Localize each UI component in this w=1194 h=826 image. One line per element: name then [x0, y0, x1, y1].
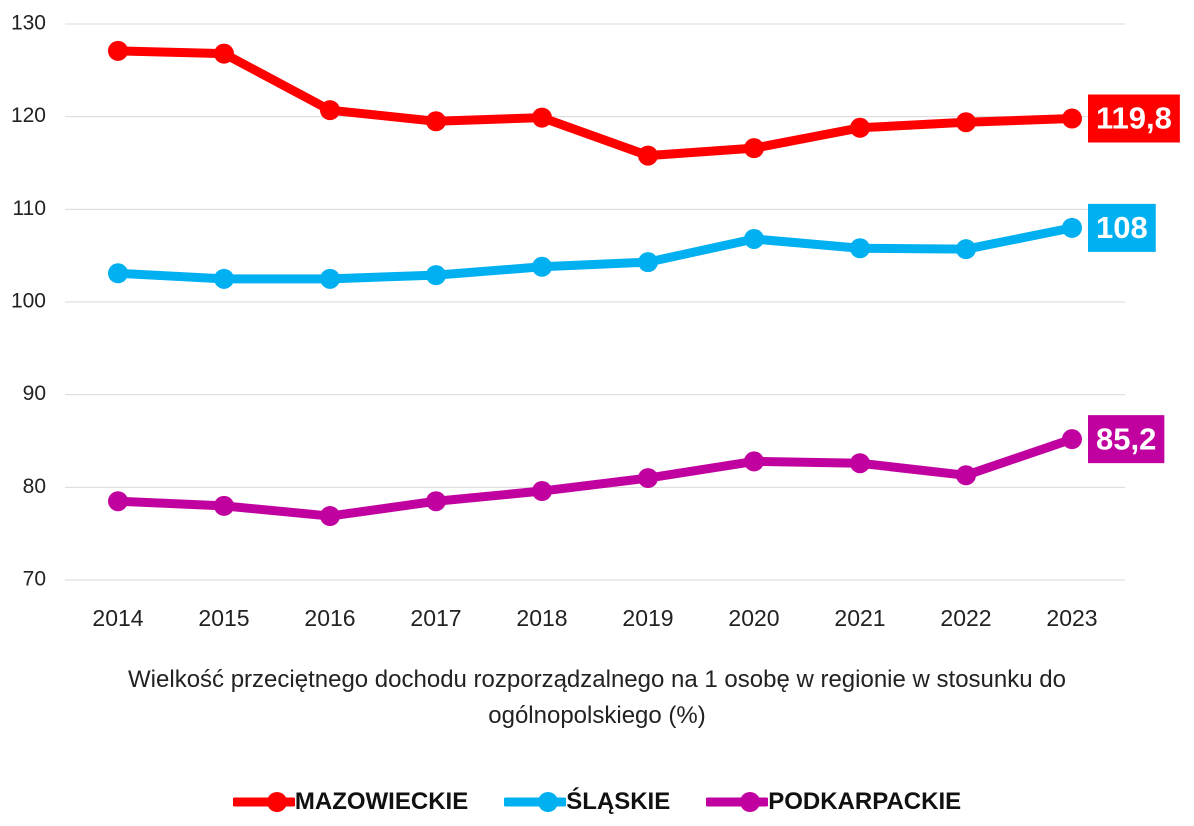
x-tick-label: 2015: [198, 605, 249, 631]
x-tick-label: 2014: [92, 605, 143, 631]
data-label-box: [1088, 415, 1165, 464]
marker: [744, 138, 764, 159]
y-tick-label: 90: [23, 382, 46, 405]
marker: [956, 465, 976, 486]
y-tick-label: 80: [23, 475, 46, 498]
y-tick-label: 70: [23, 568, 46, 591]
y-tick-label: 110: [13, 197, 46, 220]
data-label-box: [1088, 94, 1180, 143]
x-tick-label: 2019: [622, 605, 673, 631]
marker: [214, 495, 234, 516]
data-label-text: 85,2: [1096, 421, 1156, 456]
y-tick-label: 120: [11, 104, 46, 127]
marker: [638, 468, 658, 489]
data-label: 119,8: [1088, 94, 1180, 143]
legend-swatch: [706, 792, 769, 812]
marker: [850, 453, 870, 474]
legend-swatch: [504, 792, 567, 812]
series-line: [117, 46, 1073, 161]
marker: [850, 238, 870, 259]
x-tick-label: 2022: [940, 605, 991, 631]
data-label: 85,2: [1088, 415, 1165, 464]
x-tick-label: 2018: [516, 605, 567, 631]
series-line: [117, 434, 1074, 521]
legend-item: ŚLĄSKIE: [504, 788, 670, 816]
legend: MAZOWIECKIE ŚLĄSKIE PODKARPACKIE: [0, 788, 1194, 816]
x-tick-label: 2023: [1046, 605, 1097, 631]
legend-label: ŚLĄSKIE: [566, 788, 671, 815]
marker: [426, 265, 446, 286]
legend-item: MAZOWIECKIE: [232, 788, 469, 816]
marker: [744, 228, 764, 249]
y-tick-label: 100: [11, 290, 46, 313]
marker: [1062, 217, 1082, 238]
marker: [956, 112, 976, 133]
marker: [532, 481, 552, 502]
legend-label: MAZOWIECKIE: [294, 788, 469, 815]
marker: [426, 491, 446, 512]
marker: [850, 117, 870, 138]
x-tick-label: 2017: [410, 605, 461, 631]
marker: [214, 268, 234, 289]
data-label-box: [1088, 203, 1156, 252]
marker: [956, 239, 976, 260]
marker: [108, 40, 128, 61]
marker: [638, 145, 658, 166]
y-tick-label: 130: [11, 12, 46, 35]
data-label: 108: [1088, 203, 1156, 252]
marker: [320, 268, 340, 289]
marker: [532, 107, 552, 128]
marker: [532, 256, 552, 277]
marker: [320, 506, 340, 527]
marker: [744, 451, 764, 472]
legend-label: PODKARPACKIE: [768, 788, 962, 815]
data-label-text: 108: [1096, 210, 1148, 245]
x-tick-label: 2020: [728, 605, 779, 631]
data-label-text: 119,8: [1096, 101, 1172, 136]
legend-swatch: [232, 792, 295, 812]
marker: [214, 43, 234, 64]
marker: [320, 100, 340, 121]
x-tick-label: 2016: [304, 605, 355, 631]
marker: [108, 491, 128, 512]
plot: 70 80 90 100 110 120 130 2014 2015 2016 2017 2018 20…: [11, 12, 1180, 631]
series-line: [117, 223, 1073, 284]
marker: [1062, 429, 1082, 450]
x-axis-label: Wielkość przeciętnego dochodu rozporządz…: [128, 666, 1066, 729]
x-tick-label: 2021: [834, 605, 885, 631]
legend-item: PODKARPACKIE: [706, 788, 961, 816]
marker: [1062, 108, 1082, 129]
marker: [638, 252, 658, 273]
marker: [426, 111, 446, 132]
marker: [108, 263, 128, 284]
